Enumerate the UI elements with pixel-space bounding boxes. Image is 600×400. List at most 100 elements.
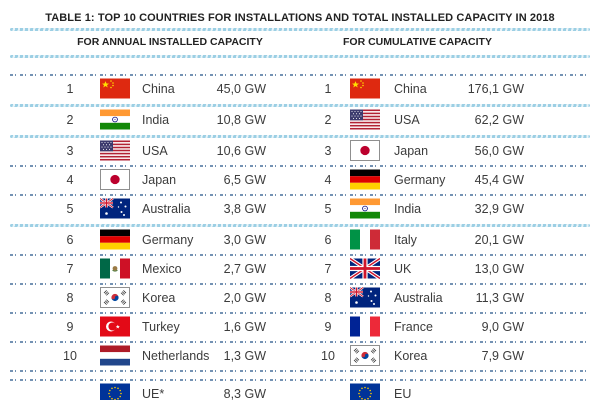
flag-australia-icon [350, 287, 380, 308]
row-separator-8 [10, 312, 590, 314]
flag-usa-icon [100, 140, 130, 161]
table-row: 1 China 45,0 GW 1 China 176,1 GW [0, 76, 600, 101]
cumulative-rank: 10 [321, 348, 335, 363]
cumulative-rank: 7 [324, 261, 332, 276]
ranking-table-body: 1 China 45,0 GW 1 China 176,1 GW 2 India 10,8 GW… [0, 74, 600, 400]
row-separator-6 [10, 254, 590, 256]
cumulative-rank: 3 [324, 143, 332, 158]
flag-eu-icon [350, 383, 380, 400]
cumulative-rank: 9 [324, 319, 332, 334]
title-row: TABLE 1: TOP 10 COUNTRIES FOR INSTALLATI… [0, 8, 600, 25]
cumulative-capacity-value: 13,0 GW [474, 261, 524, 276]
flag-usa-icon [350, 109, 380, 130]
cumulative-capacity-value: 45,4 GW [474, 172, 524, 187]
flag-australia-icon [100, 198, 130, 219]
table-row: 8 Korea 2,0 GW 8 Australia 11,3 GW [0, 285, 600, 310]
row-separator-3 [10, 165, 590, 167]
cumulative-country-name: Germany [394, 172, 446, 187]
cumulative-rank: 6 [324, 232, 332, 247]
table-row: 9 Turkey 1,6 GW 9 France 9,0 GW [0, 314, 600, 339]
flag-india-icon [100, 109, 130, 130]
annual-rank: 4 [66, 172, 74, 187]
annual-rank: 9 [66, 319, 74, 334]
cumulative-country-name: Japan [394, 143, 429, 158]
cumulative-country-name: Korea [394, 348, 428, 363]
flag-turkey-icon [100, 316, 130, 337]
row-separator-footer-top [10, 379, 590, 381]
annual-country-name: Netherlands [142, 348, 210, 363]
cumulative-capacity-value: 7,9 GW [481, 348, 524, 363]
flag-italy-icon [350, 229, 380, 250]
annual-country-name: Japan [142, 172, 177, 187]
annual-capacity-value: 6,5 GW [223, 172, 266, 187]
table-title: TABLE 1: TOP 10 COUNTRIES FOR INSTALLATI… [45, 12, 555, 24]
annual-rank: 5 [66, 201, 74, 216]
annual-footer-value: 8,3 GW [223, 386, 266, 400]
annual-country-name: Korea [142, 290, 176, 305]
cumulative-capacity-header: FOR CUMULATIVE CAPACITY [343, 36, 492, 48]
cumulative-footer-label: EU [394, 386, 412, 400]
cumulative-country-name: USA [394, 112, 420, 127]
cumulative-country-name: Italy [394, 232, 417, 247]
annual-capacity-value: 1,3 GW [223, 348, 266, 363]
row-separator-7 [10, 283, 590, 285]
cumulative-capacity-value: 56,0 GW [474, 143, 524, 158]
row-separator-9 [10, 341, 590, 343]
table-row: 10 Netherlands 1,3 GW 10 Korea 7,9 GW [0, 343, 600, 368]
annual-rank: 6 [66, 232, 74, 247]
annual-rank: 10 [63, 348, 77, 363]
annual-country-name: China [142, 81, 175, 96]
column-headers: FOR ANNUAL INSTALLED CAPACITY FOR CUMULA… [0, 36, 600, 52]
annual-capacity-value: 2,0 GW [223, 290, 266, 305]
annual-footer-label: UE* [142, 386, 165, 400]
annual-rank: 7 [66, 261, 74, 276]
cumulative-capacity-value: 11,3 GW [475, 290, 524, 305]
annual-rank: 3 [66, 143, 74, 158]
table-row: 6 Germany 3,0 GW 6 Italy 20,1 GW [0, 227, 600, 252]
row-separator-1 [10, 104, 590, 107]
annual-capacity-value: 45,0 GW [216, 81, 266, 96]
cumulative-rank: 4 [324, 172, 332, 187]
annual-country-name: Mexico [142, 261, 182, 276]
flag-china-icon [350, 78, 380, 99]
table-row: 7 Mexico 2,7 GW 7 UK 13,0 GW [0, 256, 600, 281]
row-separator-4 [10, 194, 590, 196]
flag-germany-icon [350, 169, 380, 190]
cumulative-capacity-value: 20,1 GW [474, 232, 524, 247]
annual-country-name: Germany [142, 232, 194, 247]
cumulative-capacity-value: 9,0 GW [481, 319, 524, 334]
annual-capacity-value: 3,0 GW [223, 232, 266, 247]
row-separator-10 [10, 370, 590, 372]
cumulative-country-name: France [394, 319, 433, 334]
table-row: 4 Japan 6,5 GW 4 Germany 45,4 GW [0, 167, 600, 192]
flag-japan-icon [100, 169, 130, 190]
flag-china-icon [100, 78, 130, 99]
flag-netherlands-icon [100, 345, 130, 366]
flag-eu-icon [100, 383, 130, 400]
annual-country-name: India [142, 112, 170, 127]
cumulative-rank: 5 [324, 201, 332, 216]
table-row: 3 USA 10,6 GW 3 Japan 56,0 GW [0, 138, 600, 163]
flag-japan-icon [350, 140, 380, 161]
table-row: 5 Australia 3,8 GW 5 India 32,9 GW [0, 196, 600, 221]
row-separator-5 [10, 224, 590, 227]
cumulative-country-name: China [394, 81, 427, 96]
flag-mexico-icon [100, 258, 130, 279]
annual-capacity-value: 10,8 GW [216, 112, 266, 127]
footer-gap [0, 372, 600, 377]
annual-country-name: USA [142, 143, 168, 158]
cumulative-rank: 8 [324, 290, 332, 305]
flag-uk-icon [350, 258, 380, 279]
annual-rank: 2 [66, 112, 74, 127]
annual-capacity-value: 2,7 GW [223, 261, 266, 276]
flag-france-icon [350, 316, 380, 337]
divider-top [10, 28, 590, 31]
divider-headers [10, 55, 590, 58]
row-separator-2 [10, 135, 590, 138]
annual-country-name: Australia [142, 201, 191, 216]
flag-germany-icon [100, 229, 130, 250]
annual-capacity-value: 10,6 GW [216, 143, 266, 158]
flag-india-icon [350, 198, 380, 219]
cumulative-rank: 2 [324, 112, 332, 127]
